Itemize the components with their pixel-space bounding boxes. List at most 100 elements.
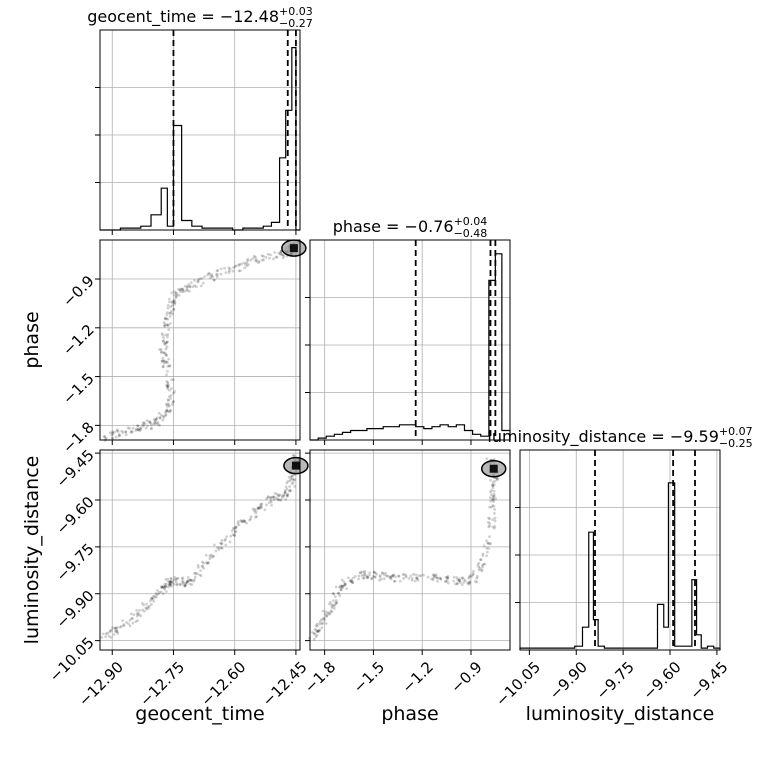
sample-point xyxy=(485,539,488,543)
title-median: −0.76 xyxy=(405,217,454,236)
title-prefix: luminosity_distance = xyxy=(487,427,669,447)
sample-point xyxy=(164,343,167,347)
sample-point xyxy=(161,592,165,596)
panel-frame xyxy=(99,449,301,651)
sample-point xyxy=(495,478,499,482)
sample-point xyxy=(174,291,178,295)
sample-point xyxy=(169,576,173,580)
sample-point xyxy=(245,264,249,268)
sample-point xyxy=(166,381,170,384)
sample-point xyxy=(288,488,292,492)
sample-point xyxy=(121,431,125,434)
sample-point xyxy=(172,307,176,311)
sample-point xyxy=(170,580,173,584)
sample-point xyxy=(274,496,278,500)
sample-point xyxy=(181,576,185,580)
sample-point xyxy=(243,519,246,523)
sample-point xyxy=(323,612,327,616)
sample-point xyxy=(488,517,492,521)
sample-point xyxy=(363,573,367,576)
sample-point xyxy=(100,636,104,639)
sample-point xyxy=(242,261,246,265)
sample-point xyxy=(493,516,497,520)
sample-point xyxy=(219,272,223,276)
sample-point xyxy=(269,496,272,499)
sample-point xyxy=(257,506,261,510)
sample-point xyxy=(237,269,241,273)
sample-point xyxy=(128,624,132,628)
sample-point xyxy=(366,575,369,579)
sample-point xyxy=(170,584,174,588)
title-phase: phase = −0.76+0.04 xyxy=(333,215,488,236)
sample-point xyxy=(477,561,481,565)
sample-point xyxy=(108,629,112,632)
sample-point xyxy=(173,293,177,297)
sample-point xyxy=(488,490,492,494)
sample-point xyxy=(357,577,360,581)
sample-point xyxy=(210,273,213,276)
sample-point xyxy=(253,255,257,259)
sample-point xyxy=(205,561,209,565)
sample-point xyxy=(169,577,173,581)
sample-point xyxy=(291,453,295,457)
sample-point xyxy=(183,584,187,588)
sample-point xyxy=(114,626,117,630)
sample-point xyxy=(475,576,479,580)
sample-point xyxy=(413,579,417,583)
sample-point xyxy=(285,481,289,485)
sample-point xyxy=(161,418,165,422)
sample-point xyxy=(244,263,247,266)
sample-point xyxy=(254,515,257,519)
sample-point xyxy=(204,553,208,557)
sample-point xyxy=(372,571,376,574)
title-plus: +0.03 xyxy=(279,5,313,18)
sample-point xyxy=(318,628,322,632)
sample-point xyxy=(471,572,475,576)
sample-point xyxy=(272,495,276,499)
sample-point xyxy=(487,516,491,520)
sample-point xyxy=(333,606,336,610)
sample-point xyxy=(224,537,227,541)
sample-point xyxy=(168,580,172,584)
sample-point xyxy=(130,612,133,616)
sample-point xyxy=(126,622,130,626)
sample-point xyxy=(140,602,144,605)
sample-point xyxy=(235,264,239,268)
sample-point xyxy=(338,585,341,589)
sample-point xyxy=(391,575,394,579)
sample-point xyxy=(256,507,260,511)
sample-point xyxy=(389,576,393,580)
sample-point xyxy=(142,424,145,428)
sample-point xyxy=(372,570,376,574)
sample-point xyxy=(155,416,159,420)
sample-point xyxy=(363,571,367,575)
sample-point xyxy=(236,520,240,523)
sample-point xyxy=(166,382,170,386)
sample-point xyxy=(139,614,143,618)
sample-point xyxy=(211,275,214,279)
sample-point xyxy=(188,284,192,288)
sample-point xyxy=(278,498,282,502)
sample-point xyxy=(234,525,238,529)
sample-point xyxy=(115,428,119,432)
sample-point xyxy=(474,580,477,583)
sample-point xyxy=(397,574,401,578)
sample-point xyxy=(243,266,247,270)
sample-point xyxy=(289,477,293,481)
sample-point xyxy=(169,408,173,412)
sample-point xyxy=(282,493,286,497)
sample-point xyxy=(188,582,192,586)
sample-point xyxy=(116,430,120,433)
sample-point xyxy=(491,504,495,507)
sample-point xyxy=(373,571,377,575)
sample-point xyxy=(186,285,189,289)
sample-point xyxy=(339,586,343,590)
sample-point xyxy=(288,479,292,483)
sample-point xyxy=(173,575,177,579)
sample-point xyxy=(215,272,219,276)
sample-point xyxy=(330,606,334,610)
sample-point xyxy=(486,521,490,524)
sample-point xyxy=(167,399,170,402)
sample-point xyxy=(167,357,171,361)
